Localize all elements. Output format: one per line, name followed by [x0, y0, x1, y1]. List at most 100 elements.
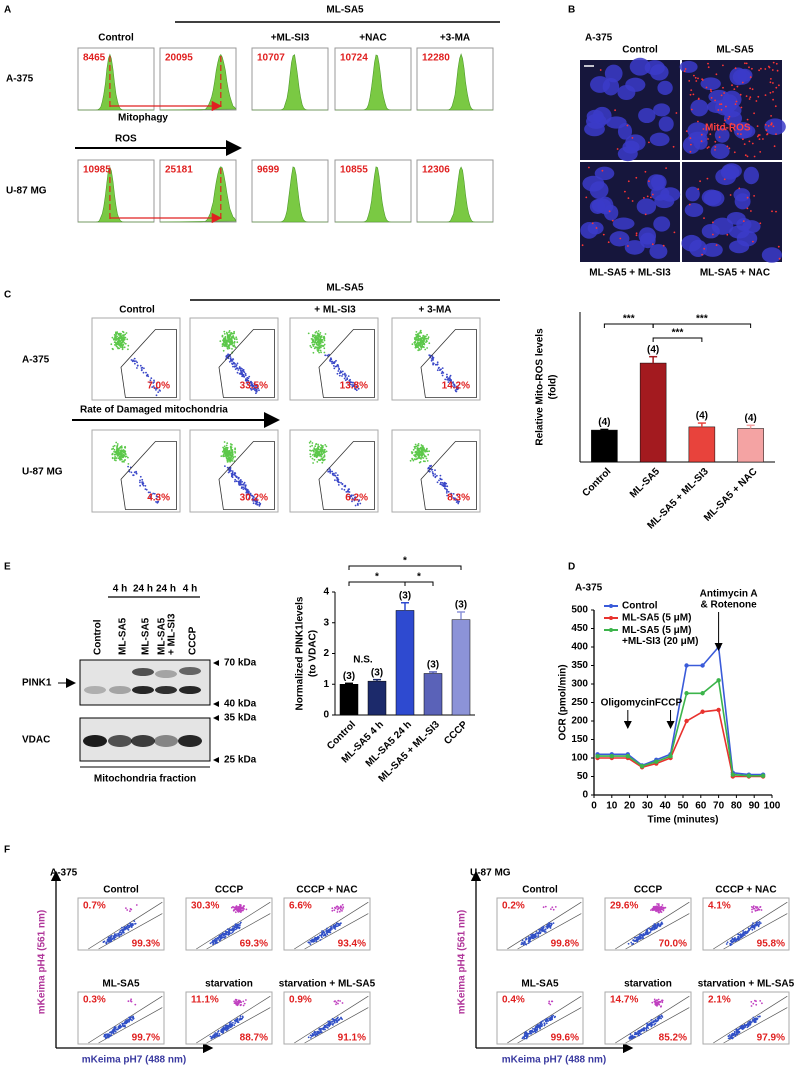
event: [337, 999, 340, 1002]
nucleus: [587, 221, 604, 235]
event: [439, 474, 442, 477]
event: [230, 447, 233, 450]
event: [344, 484, 347, 487]
event: [636, 938, 638, 940]
gate: [723, 913, 788, 950]
mito-ros-spot: [746, 155, 749, 158]
event: [220, 1030, 222, 1033]
event: [155, 389, 157, 391]
event: [116, 335, 118, 338]
event: [320, 351, 322, 354]
event: [122, 334, 124, 336]
mito-ros-spot: [714, 146, 717, 148]
event: [336, 1021, 338, 1024]
event: [230, 1021, 232, 1023]
mito-ros-spot: [709, 133, 712, 136]
event: [441, 483, 443, 486]
event: [107, 1036, 110, 1039]
event: [441, 370, 444, 373]
event: [351, 500, 353, 503]
event: [226, 447, 229, 449]
event: [441, 482, 444, 484]
event: [658, 1017, 661, 1019]
event: [540, 1022, 543, 1025]
event: [652, 905, 655, 908]
mito-ros-spot: [675, 112, 678, 114]
gate-percent: 85.2%: [659, 1033, 687, 1044]
event: [233, 345, 235, 348]
mito-ros-spot: [753, 155, 756, 158]
event: [121, 460, 124, 463]
nucleus: [636, 198, 657, 215]
mito-ros-spot: [692, 93, 695, 96]
gate-percent: 0.9%: [289, 995, 312, 1006]
nucleus: [650, 186, 670, 201]
nucleus: [605, 116, 627, 129]
gate-percent: 13.8%: [340, 381, 368, 392]
legend-marker: [609, 628, 613, 632]
event: [637, 1033, 640, 1036]
event: [426, 460, 429, 462]
event: [755, 1018, 758, 1021]
column-header: + ML-SI3: [314, 305, 356, 316]
event: [152, 385, 155, 387]
gate: [206, 1007, 271, 1044]
significance-label: *: [417, 572, 421, 583]
n-label: (3): [427, 660, 439, 671]
event: [311, 449, 314, 452]
nucleus: [653, 216, 671, 232]
mito-ros-spot: [730, 130, 733, 132]
event: [741, 934, 743, 936]
event: [310, 338, 313, 340]
event: [333, 909, 336, 912]
event: [323, 337, 326, 339]
event: [102, 941, 105, 943]
series-line: [597, 709, 764, 778]
event: [313, 347, 316, 350]
plot-frame: [77, 897, 165, 951]
gate-percent: 29.6%: [610, 901, 638, 912]
event: [238, 484, 241, 486]
plot-frame: [77, 991, 165, 1045]
mito-ros-spot: [753, 195, 755, 197]
event: [119, 458, 121, 461]
nucleus: [649, 132, 670, 147]
event: [756, 909, 759, 912]
mito-ros-spot: [688, 203, 691, 206]
series-line: [597, 645, 764, 776]
event: [657, 998, 660, 1001]
event: [230, 337, 233, 340]
event: [232, 361, 235, 364]
cell-line: A-375: [50, 868, 78, 879]
event: [129, 922, 131, 925]
band: [154, 735, 178, 747]
event: [651, 928, 654, 931]
mito-ros-spot: [748, 140, 751, 143]
event: [334, 479, 336, 482]
event: [638, 1030, 641, 1033]
event: [316, 344, 319, 346]
event: [658, 904, 660, 907]
event: [242, 907, 245, 909]
mito-ros-spot: [764, 123, 767, 126]
n-label: (4): [696, 411, 708, 422]
event: [447, 381, 450, 383]
event: [419, 446, 422, 449]
event: [634, 1035, 636, 1038]
y-tick-label: 200: [571, 716, 588, 727]
event: [351, 383, 353, 386]
event: [416, 452, 418, 455]
mito-ros-spot: [742, 138, 744, 141]
mito-ros-spot: [648, 141, 650, 144]
event: [420, 444, 423, 446]
gate: [218, 441, 275, 510]
mito-ros-spot: [778, 84, 780, 87]
event: [527, 942, 530, 944]
event: [755, 923, 758, 925]
size-marker: 35 kDa: [224, 713, 257, 724]
event: [534, 1027, 537, 1030]
event: [427, 337, 429, 340]
event: [734, 1035, 737, 1037]
mean-value: 10707: [257, 53, 285, 64]
event: [307, 1036, 310, 1039]
